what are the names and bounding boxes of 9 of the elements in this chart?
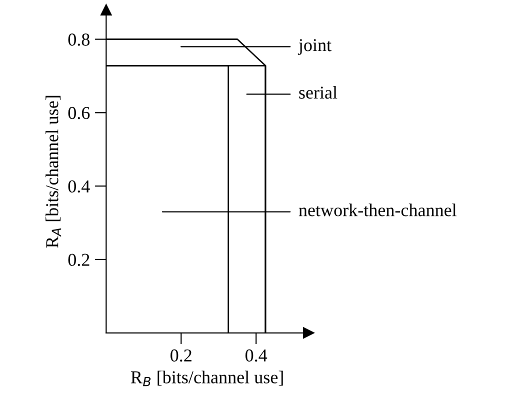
y-axis-title: R$_{A}$ [bits/channel use]: [46, 96, 62, 248]
legend-label: serial: [299, 86, 338, 99]
text: network-then-channel: [298, 204, 457, 216]
series-label: joint: [298, 39, 332, 55]
y-tick-label: 0.6: [68, 106, 90, 120]
y-tick-label: 0.2: [68, 254, 90, 266]
x-axis-title: R$_{B}$ [bits/channel use]: [130, 370, 283, 386]
y-tick-label: 0.4: [68, 180, 90, 193]
y-tick-label: 0.8: [68, 34, 90, 46]
